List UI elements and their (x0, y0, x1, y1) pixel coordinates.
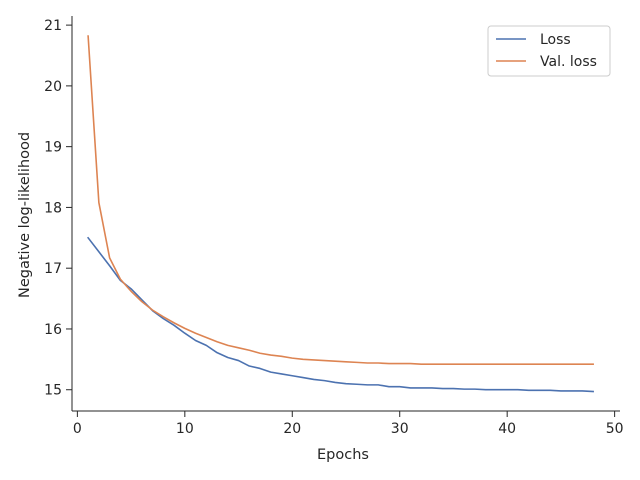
y-tick-label: 16 (44, 322, 62, 338)
legend-label-val-loss: Val. loss (540, 54, 597, 70)
plot-area (72, 16, 620, 411)
series-line-loss (86, 236, 594, 393)
y-tick-label: 18 (44, 200, 62, 216)
y-tick-label: 21 (44, 18, 62, 34)
axes (71, 16, 620, 412)
x-tick-label: 50 (606, 421, 624, 437)
x-tick-label: 40 (498, 421, 516, 437)
series-lines (86, 35, 594, 393)
legend: Loss Val. loss (487, 25, 611, 77)
x-tick-label: 10 (176, 421, 194, 437)
x-axis-label: Epochs (317, 447, 369, 463)
legend-label-loss: Loss (540, 32, 571, 48)
y-tick-label: 17 (44, 261, 62, 277)
y-tick-label: 15 (44, 383, 62, 399)
x-ticks: 0 10 20 30 40 50 (73, 411, 624, 437)
x-tick-label: 0 (73, 421, 82, 437)
y-ticks: 15 16 17 18 19 20 21 (44, 18, 72, 399)
x-tick-label: 30 (391, 421, 409, 437)
series-line-val-loss (87, 35, 594, 366)
y-tick-label: 20 (44, 79, 62, 95)
y-tick-label: 19 (44, 140, 62, 156)
y-axis-label: Negative log-likelihood (17, 132, 33, 298)
x-tick-label: 20 (283, 421, 301, 437)
